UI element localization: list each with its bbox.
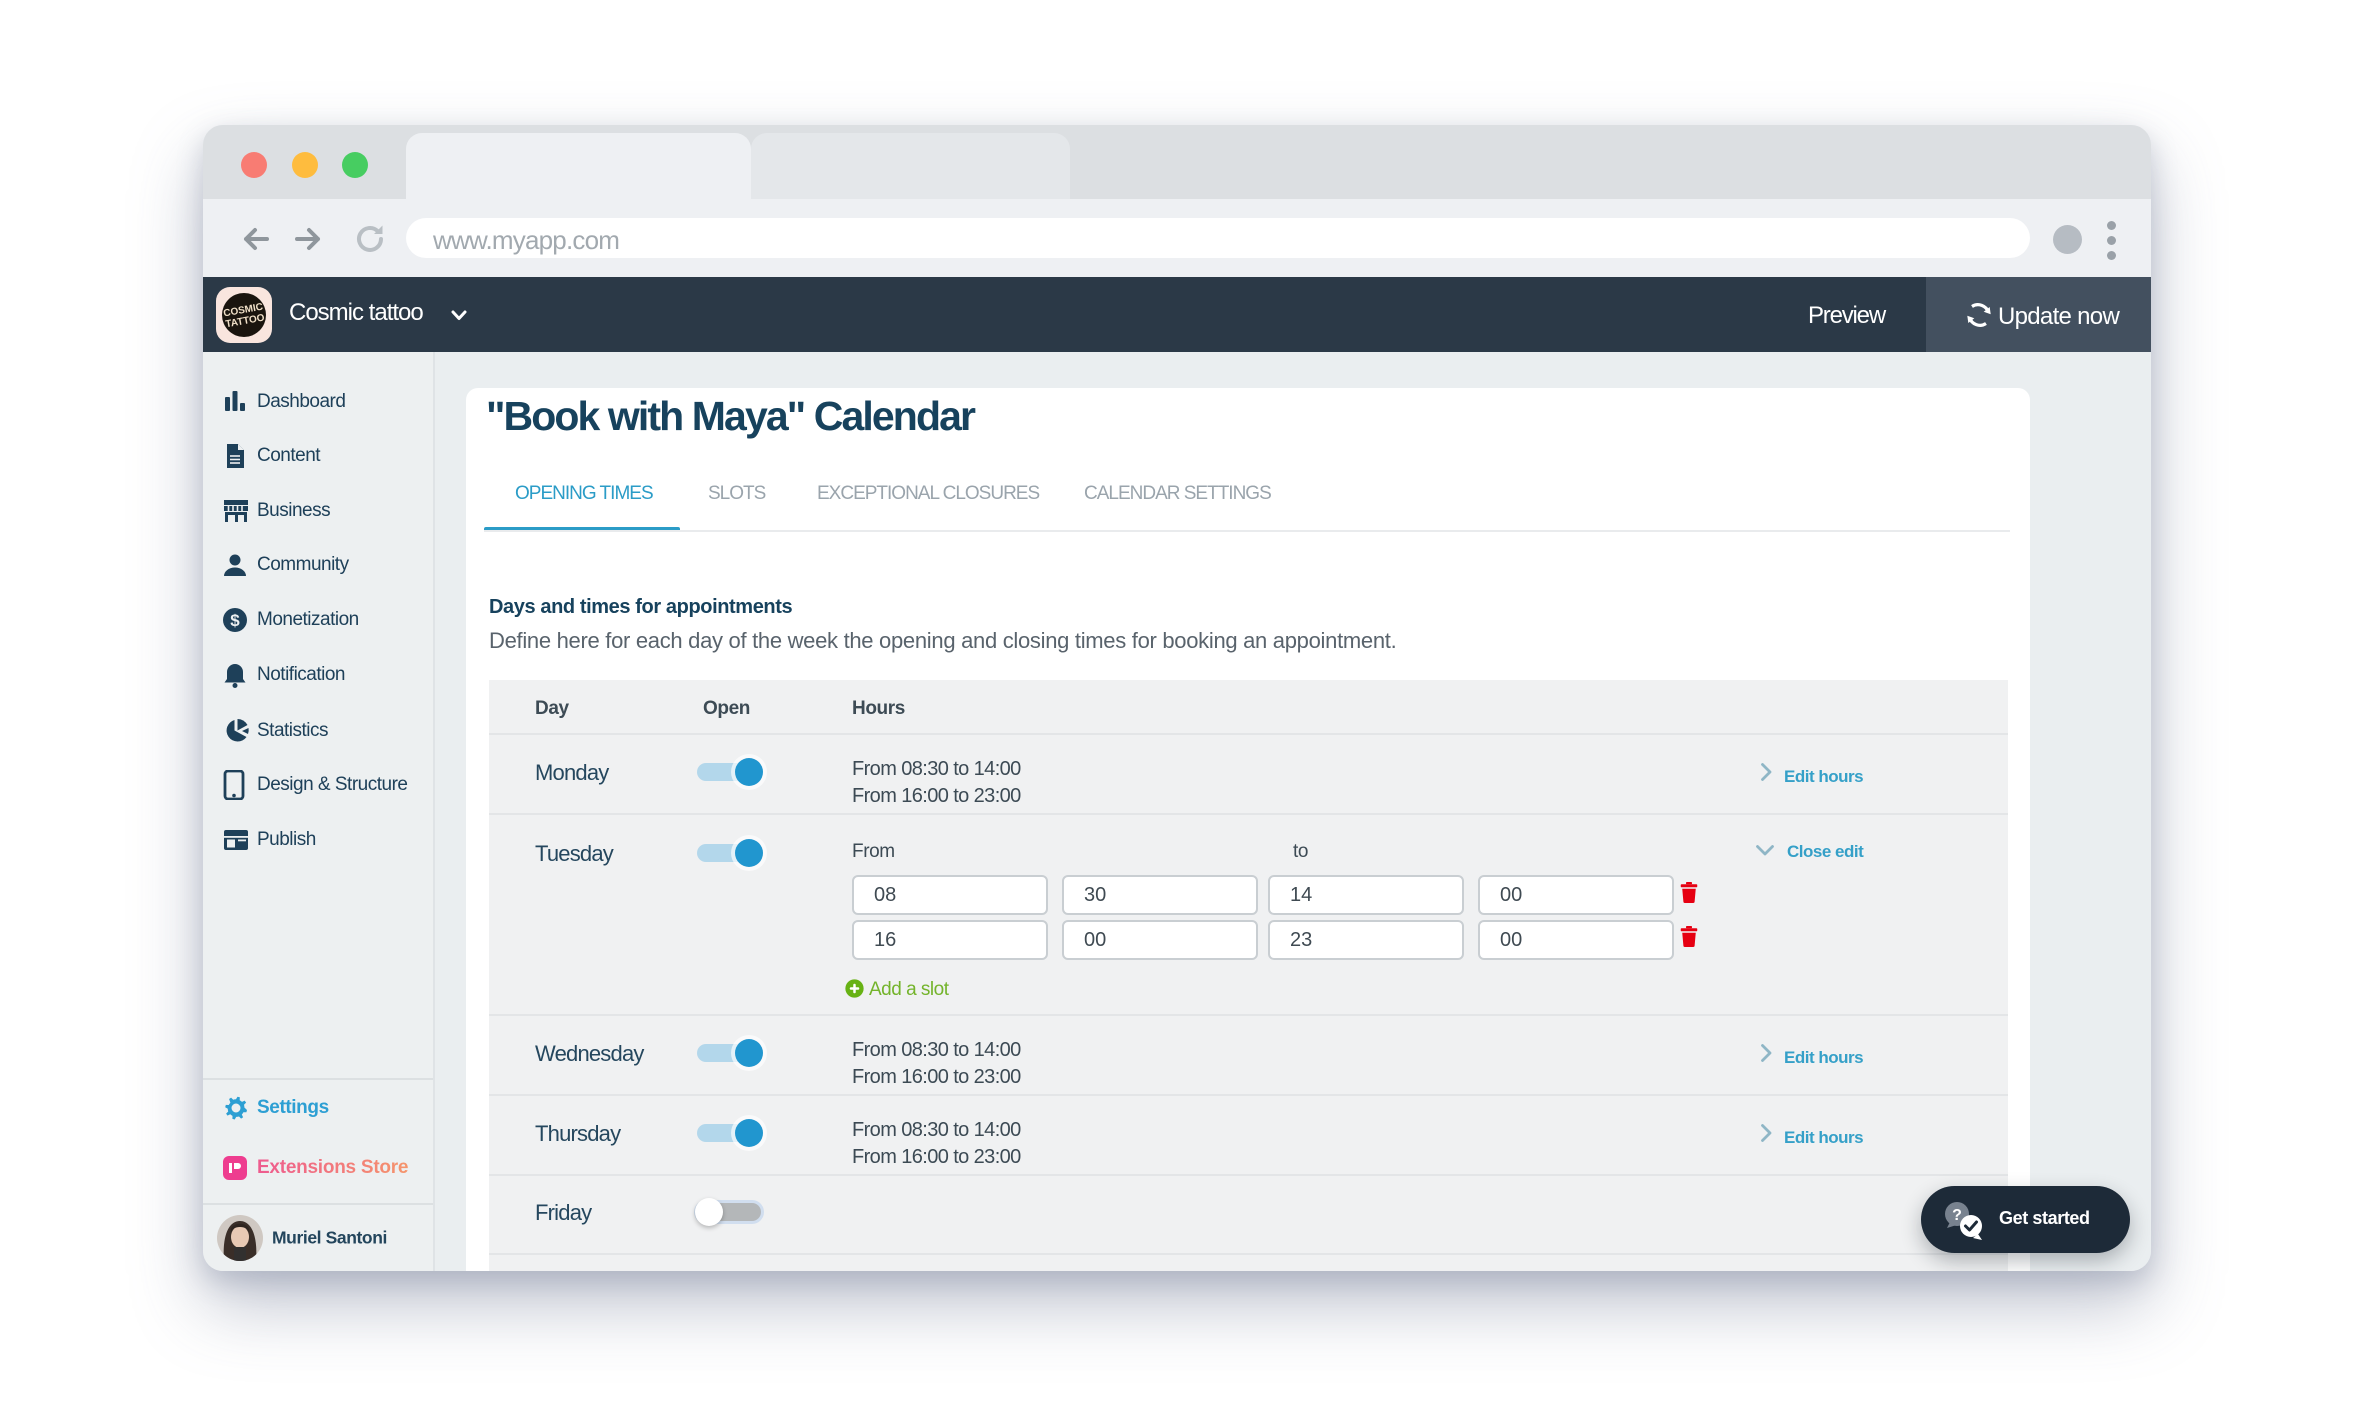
svg-text:?: ?: [1952, 1207, 1962, 1224]
svg-text:$: $: [230, 611, 240, 630]
